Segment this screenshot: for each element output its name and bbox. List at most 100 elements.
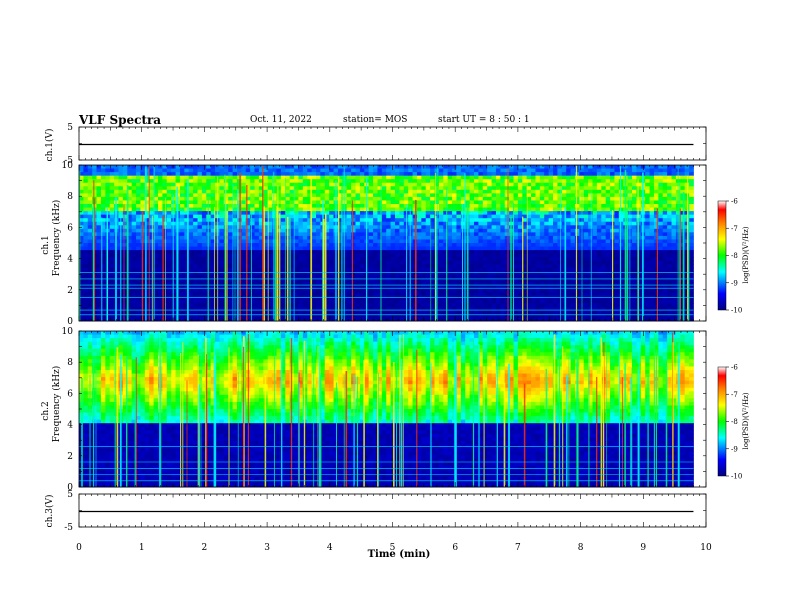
spectrogram-cell (219, 289, 225, 294)
spectrogram-cell (92, 189, 97, 194)
spectrogram-cell (561, 186, 567, 191)
spectrogram-cell (386, 218, 392, 223)
spectrogram-cell (377, 243, 383, 247)
spectrogram-cell (561, 296, 567, 301)
spectrogram-cell (351, 218, 356, 223)
spectrogram-cell (517, 200, 523, 205)
spectrogram-cell (149, 168, 155, 173)
spectrogram-cell (193, 175, 198, 180)
spectrogram-cell (487, 204, 492, 208)
spectrogram-cell (557, 303, 563, 308)
spectrogram-cell (460, 232, 466, 237)
spectrogram-cell (522, 257, 528, 262)
spectrogram-cell (517, 306, 523, 311)
spectrogram-cell (531, 179, 536, 184)
spectrogram-cell (258, 253, 264, 258)
spectrogram-cell (561, 253, 567, 258)
spectrogram-cell (83, 196, 89, 201)
spectrogram-cell (298, 274, 304, 279)
spectrogram-cell (241, 168, 247, 173)
spectrogram-cell (166, 289, 172, 294)
spectrogram-cell (342, 175, 348, 180)
spectrogram-cell (188, 306, 194, 311)
spectrogram-cell (219, 278, 225, 283)
spectrogram-cell (280, 296, 286, 301)
spectrogram-cell (487, 274, 492, 279)
spectrogram-cell (79, 186, 84, 191)
spectrogram-cell (456, 317, 462, 322)
spectrogram-cell (267, 253, 273, 258)
spectrogram-cell (162, 274, 168, 279)
spectrogram-cell (416, 303, 422, 308)
spectrogram-cell (188, 282, 194, 286)
spectrogram-cell (399, 257, 405, 262)
spectrogram-cell (337, 221, 343, 226)
spectrogram-cell (421, 228, 427, 233)
spectrogram-cell (294, 189, 299, 194)
spectrogram-cell (373, 296, 378, 301)
spectrogram-cell (359, 267, 365, 272)
spectrogram-cell (539, 267, 545, 272)
spectrogram-cell (272, 250, 277, 255)
spectrogram-cell (316, 165, 321, 169)
spectrogram-cell (210, 211, 216, 216)
spectrogram-cell (144, 296, 150, 301)
spectrogram-cell (373, 211, 378, 216)
spectrogram-cell (153, 175, 159, 180)
spectrogram-cell (359, 274, 365, 279)
spectrogram-cell (153, 264, 159, 269)
spectrogram-cell (223, 214, 229, 219)
spectrogram-cell (557, 225, 563, 230)
spectrogram-cell (557, 282, 563, 286)
spectrogram-cell (276, 274, 282, 279)
spectrogram-cell (79, 306, 84, 311)
spectrogram-cell (474, 186, 479, 191)
spectrogram-cell (254, 232, 260, 237)
spectrogram-cell (258, 179, 264, 184)
spectrogram-cell (223, 253, 229, 258)
spectrogram-cell (285, 179, 291, 184)
spectrogram-cell (166, 179, 172, 184)
spectrogram-cell (258, 186, 264, 191)
spectrogram-cell (254, 282, 260, 286)
spectrogram-cell (87, 186, 93, 191)
spectrogram-cell (386, 253, 392, 258)
spectrogram-cell (452, 232, 457, 237)
spectrogram-cell (193, 218, 198, 223)
spectrogram-cell (474, 175, 479, 180)
spectrogram-cell (294, 313, 299, 318)
spectrogram-cell (482, 274, 488, 279)
spectrogram-cell (197, 310, 203, 315)
spectrogram-cell (258, 296, 264, 301)
spectrogram-cell (245, 168, 251, 173)
spectrogram-cell (324, 289, 330, 294)
spectrogram-cell (395, 239, 400, 244)
spectrogram-cell (412, 246, 418, 251)
spectrogram-cell (179, 196, 185, 201)
spectrogram-cell (83, 179, 89, 184)
spectrogram-cell (487, 278, 492, 283)
spectrogram-cell (83, 274, 89, 279)
spectrogram-cell (399, 186, 405, 191)
spectrogram-cell (553, 232, 558, 237)
spectrogram-cell (219, 296, 225, 301)
spectrogram-cell (258, 243, 264, 247)
spectrogram-cell (298, 218, 304, 223)
spectrogram-cell (184, 179, 190, 184)
spectrogram-cell (250, 165, 255, 169)
spectrogram-cell (557, 235, 563, 240)
spectrogram-cell (153, 310, 159, 315)
spectrogram-cell (570, 285, 576, 290)
spectrogram-cell (351, 257, 356, 262)
spectrogram-cell (478, 306, 484, 311)
spectrogram-cell (443, 235, 449, 240)
spectrogram-cell (526, 299, 532, 304)
spectrogram-cell (337, 313, 343, 318)
spectrogram-cell (416, 186, 422, 191)
spectrogram-cell (201, 168, 207, 173)
spectrogram-cell (280, 200, 286, 205)
spectrogram-cell (324, 317, 330, 322)
spectrogram-cell (258, 289, 264, 294)
spectrogram-cell (175, 165, 181, 169)
spectrogram-cell (272, 267, 277, 272)
